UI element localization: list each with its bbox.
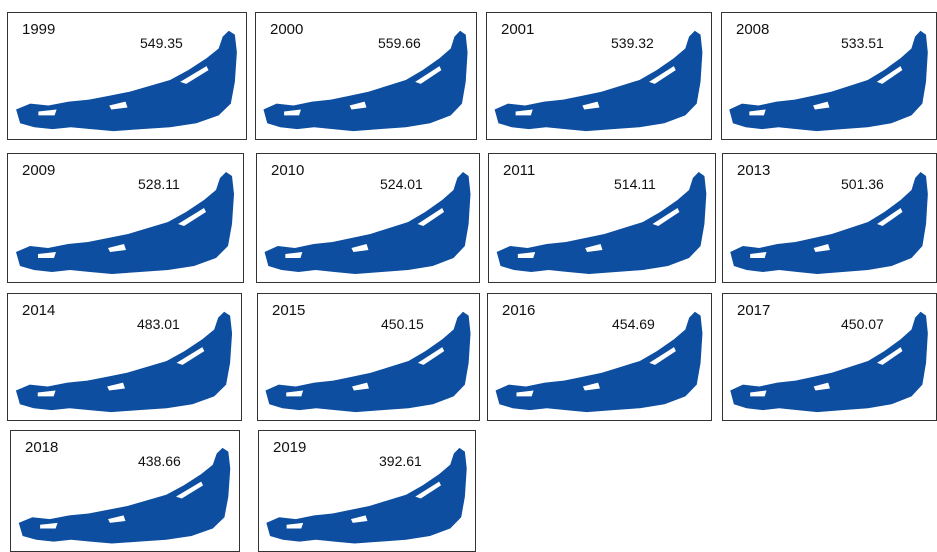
area-label: 514.11 <box>614 176 656 192</box>
lake-shape <box>729 30 928 132</box>
lake-shape <box>495 311 703 413</box>
year-label: 2013 <box>737 162 771 179</box>
map-panel: 2013 501.36 <box>722 153 937 283</box>
lake-shape <box>266 447 467 544</box>
map-panel: 2017 450.07 <box>722 293 937 421</box>
map-panel: 2019 392.61 <box>258 430 476 552</box>
area-label: 454.69 <box>612 316 655 332</box>
lake-shape <box>265 311 471 413</box>
year-label: 2015 <box>272 302 306 319</box>
year-label: 2010 <box>271 162 305 179</box>
year-label: 2008 <box>736 21 770 38</box>
area-label: 501.36 <box>841 176 884 192</box>
year-label: 2011 <box>503 162 536 179</box>
area-label: 539.32 <box>611 35 654 51</box>
map-panel: 2016 454.69 <box>487 293 712 421</box>
area-label: 450.07 <box>841 316 884 332</box>
area-label: 549.35 <box>140 35 183 51</box>
map-panel: 2010 524.01 <box>256 153 480 283</box>
lake-shape <box>496 172 707 274</box>
year-label: 1999 <box>22 21 56 38</box>
map-panel: 2008 533.51 <box>721 12 937 140</box>
lake-shape <box>494 30 703 132</box>
year-label: 2019 <box>273 439 307 456</box>
area-label: 438.66 <box>138 453 181 469</box>
year-label: 2018 <box>25 439 59 456</box>
lake-shape <box>730 172 928 274</box>
lake-shape <box>16 172 234 274</box>
lake-shape <box>264 172 471 274</box>
area-label: 533.51 <box>841 35 884 51</box>
area-label: 392.61 <box>379 453 422 469</box>
year-label: 2000 <box>270 21 304 38</box>
year-label: 2016 <box>502 302 536 319</box>
map-panel: 2009 528.11 <box>7 153 244 283</box>
map-panel: 2001 539.32 <box>486 12 712 140</box>
year-label: 2009 <box>22 162 56 179</box>
map-panel: 2014 483.01 <box>7 293 242 421</box>
year-label: 2017 <box>737 302 771 319</box>
lake-shape <box>16 30 237 132</box>
area-label: 483.01 <box>137 316 180 332</box>
map-panel: 2011 514.11 <box>488 153 716 283</box>
area-label: 450.15 <box>381 316 424 332</box>
area-label: 559.66 <box>378 35 421 51</box>
area-label: 528.11 <box>138 176 180 192</box>
lake-shape <box>15 311 233 413</box>
year-label: 2001 <box>501 21 535 38</box>
lake-shape <box>263 30 468 132</box>
lake-shape <box>730 311 928 413</box>
map-panel: 2000 559.66 <box>255 12 477 140</box>
map-panel: 2018 438.66 <box>10 430 240 552</box>
lake-shape <box>18 447 231 544</box>
year-label: 2014 <box>22 302 56 319</box>
map-panel: 1999 549.35 <box>7 12 247 140</box>
map-panel: 2015 450.15 <box>257 293 480 421</box>
area-label: 524.01 <box>380 176 423 192</box>
